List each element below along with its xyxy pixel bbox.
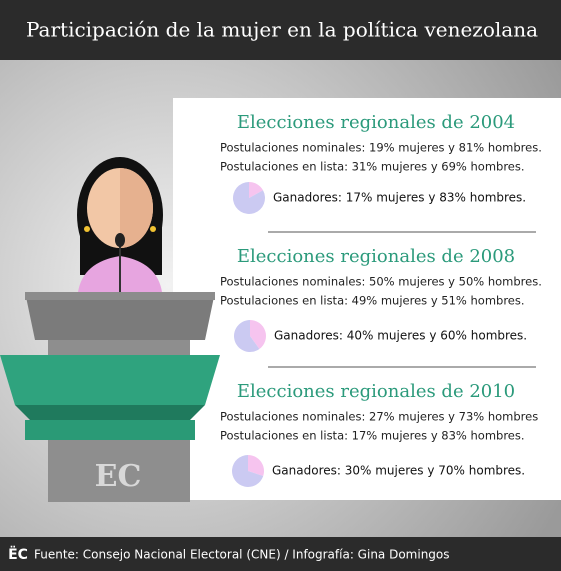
section-line: Postulaciones nominales: 27% mujeres y 7…: [220, 410, 538, 424]
footer-bar: [0, 537, 561, 571]
section-line: Postulaciones en lista: 31% mujeres y 69…: [220, 160, 525, 174]
section-title: Elecciones regionales de 2004: [237, 112, 515, 133]
section-line: Postulaciones nominales: 50% mujeres y 5…: [220, 275, 542, 289]
pie-slice: [232, 455, 264, 487]
illustration: [0, 157, 220, 502]
section-line: Postulaciones en lista: 17% mujeres y 83…: [220, 429, 525, 443]
page-title: Participación de la mujer en la política…: [26, 18, 538, 42]
header-bar: [0, 0, 561, 60]
section-title: Elecciones regionales de 2008: [237, 246, 515, 267]
pie-slice: [248, 455, 265, 476]
section-title: Elecciones regionales de 2010: [237, 381, 515, 402]
podium-logo: EC: [95, 459, 142, 494]
section-line: Postulaciones nominales: 19% mujeres y 8…: [220, 141, 542, 155]
pie-slice: [249, 182, 264, 198]
winners: Ganadores: 40% mujeres y 60% hombres.: [274, 329, 527, 343]
pie-slice: [250, 320, 267, 349]
section-line: Postulaciones en lista: 49% mujeres y 51…: [220, 294, 525, 308]
pie-slice: [232, 182, 265, 214]
pie-slice: [234, 320, 260, 352]
info-panel: [173, 98, 561, 500]
winners: Ganadores: 17% mujeres y 83% hombres.: [273, 191, 526, 205]
footer-logo: ËC: [8, 546, 28, 563]
winners: Ganadores: 30% mujeres y 70% hombres.: [272, 464, 525, 478]
footer-source: Fuente: Consejo Nacional Electoral (CNE)…: [34, 548, 450, 562]
